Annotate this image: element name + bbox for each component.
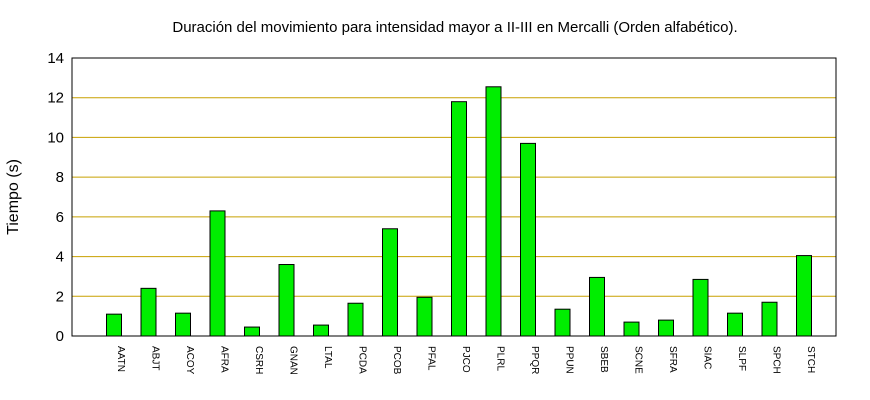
bar-sbeb (589, 276, 605, 337)
plot-frame (71, 57, 837, 337)
bar-ppqr (520, 142, 536, 337)
x-tick-label: GNAN (288, 346, 299, 375)
bar-abjt (140, 287, 157, 337)
bar-stch (796, 255, 812, 337)
x-tick-label: SBEB (598, 346, 609, 373)
bar-slpf (727, 312, 743, 337)
x-tick-label: SLPF (736, 346, 747, 371)
y-axis-ticks: 0 2 4 6 8 10 12 14 (47, 50, 64, 345)
y-tick-label: 0 (56, 328, 64, 345)
x-tick-label: PFAL (426, 346, 437, 371)
chart-title: Duración del movimiento para intensidad … (172, 19, 737, 36)
x-tick-label: STCH (805, 346, 816, 373)
bars (106, 86, 812, 337)
x-tick-label: PCDA (357, 346, 368, 374)
x-axis-labels: AATN ABJT ACOY AFRA CSRH GNAN LTAL PCDA PCOB PFAL… (115, 346, 816, 375)
bar-sfra (658, 319, 674, 337)
x-tick-label: ACOY (184, 346, 195, 375)
y-axis-label: Tiempo (s) (5, 159, 22, 235)
x-tick-label: ABJT (150, 346, 161, 370)
bar-siac (692, 278, 709, 337)
bar-ltal (313, 324, 329, 337)
bar-scne (623, 321, 640, 337)
y-tick-label: 2 (56, 288, 64, 305)
y-tick-label: 6 (56, 209, 64, 226)
x-tick-label: PJCO (460, 346, 471, 373)
bar-ppun (554, 308, 571, 337)
y-tick-label: 8 (56, 169, 64, 186)
y-tick-label: 4 (56, 249, 64, 266)
x-tick-label: AATN (115, 346, 126, 372)
bar-spch (761, 301, 778, 337)
x-tick-label: PPQR (529, 346, 540, 374)
bar-pcda (347, 302, 364, 337)
x-tick-label: PCOB (391, 346, 402, 375)
x-tick-label: CSRH (253, 346, 264, 374)
bar-plrl (485, 86, 502, 337)
y-tick-label: 14 (47, 50, 64, 67)
bar-aatn (106, 313, 122, 337)
bar-pcob (382, 228, 398, 337)
x-tick-label: LTAL (322, 346, 333, 369)
x-tick-label: SPCH (771, 346, 782, 374)
bar-acoy (175, 312, 191, 337)
x-tick-label: SFRA (667, 346, 678, 373)
x-tick-label: PPUN (564, 346, 575, 374)
bar-pjco (451, 101, 467, 337)
x-tick-label: AFRA (219, 346, 230, 373)
x-tick-label: PLRL (495, 346, 506, 371)
bar-afra (209, 210, 226, 337)
bar-csrh (244, 326, 260, 337)
x-tick-label: SCNE (633, 346, 644, 374)
bar-gnan (278, 264, 295, 337)
bar-pfal (416, 296, 433, 337)
y-tick-label: 12 (47, 90, 64, 107)
x-tick-label: SIAC (702, 346, 713, 369)
y-tick-label: 10 (47, 129, 64, 146)
